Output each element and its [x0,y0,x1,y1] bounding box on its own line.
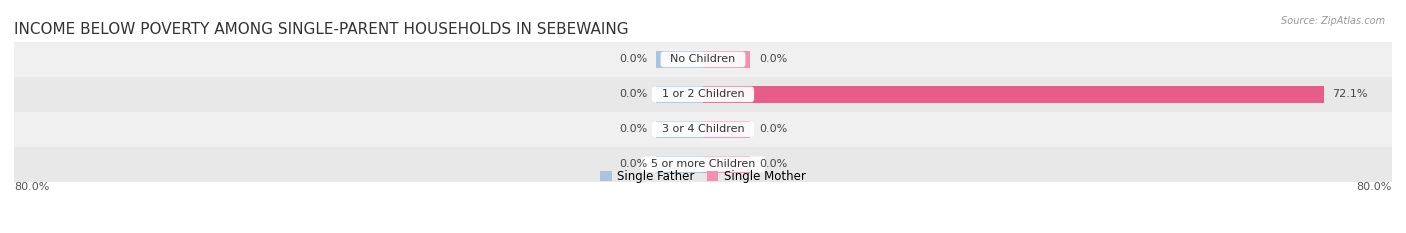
Bar [14,77,1392,112]
Bar [655,51,703,68]
Bar [655,156,703,173]
Bar [14,112,1392,147]
Bar [14,147,1392,182]
Text: 0.0%: 0.0% [759,159,787,169]
Text: 80.0%: 80.0% [1357,182,1392,192]
Text: INCOME BELOW POVERTY AMONG SINGLE-PARENT HOUSEHOLDS IN SEBEWAING: INCOME BELOW POVERTY AMONG SINGLE-PARENT… [14,22,628,37]
Text: 80.0%: 80.0% [14,182,49,192]
Legend: Single Father, Single Mother: Single Father, Single Mother [600,170,806,183]
Bar [655,86,703,103]
Text: 72.1%: 72.1% [1333,89,1368,99]
Text: 0.0%: 0.0% [759,55,787,64]
Text: 0.0%: 0.0% [619,89,647,99]
Text: 0.0%: 0.0% [619,55,647,64]
Bar [703,121,751,138]
Bar [14,42,1392,77]
Text: 1 or 2 Children: 1 or 2 Children [655,89,751,99]
Bar [655,121,703,138]
Bar [703,156,751,173]
Text: 0.0%: 0.0% [619,159,647,169]
Text: 3 or 4 Children: 3 or 4 Children [655,124,751,134]
Text: No Children: No Children [664,55,742,64]
Text: 0.0%: 0.0% [759,124,787,134]
Text: 5 or more Children: 5 or more Children [644,159,762,169]
Bar [703,86,1324,103]
Text: Source: ZipAtlas.com: Source: ZipAtlas.com [1281,16,1385,26]
Text: 0.0%: 0.0% [619,124,647,134]
Bar [703,51,751,68]
